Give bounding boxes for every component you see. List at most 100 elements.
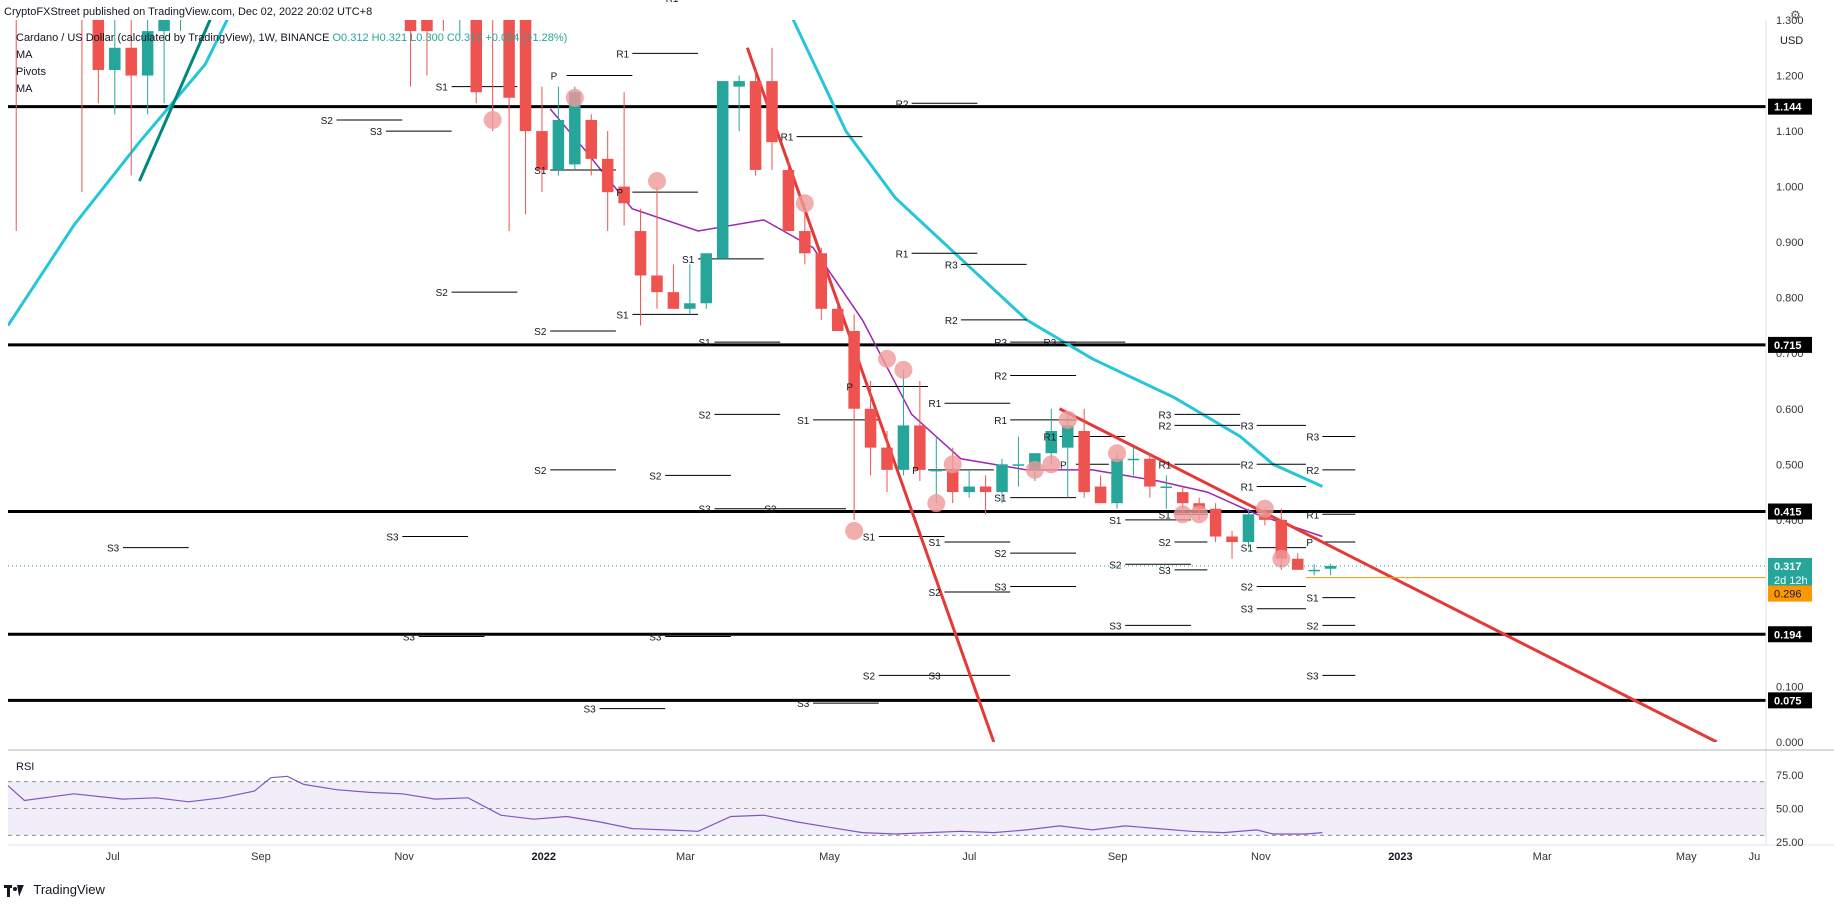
- time-tick-label: 2023: [1388, 851, 1412, 863]
- candle-body: [963, 486, 975, 493]
- candle-body: [601, 158, 614, 193]
- pivot-marker: [878, 349, 896, 368]
- rsi-tick-label: 25.00: [1776, 837, 1804, 849]
- pivot-label: S2: [994, 549, 1007, 560]
- candle-body: [815, 253, 828, 309]
- candle-body: [92, 20, 105, 70]
- candle-body: [1061, 425, 1074, 448]
- price-tick-label: 1.200: [1776, 71, 1804, 83]
- pivot-label: R3: [1306, 433, 1319, 444]
- candle-body: [404, 20, 417, 32]
- ma-slow-line: [8, 20, 1324, 488]
- time-tick-label: Sep: [251, 851, 271, 863]
- pivot-label: S1: [863, 533, 876, 544]
- indicator-pivots[interactable]: Pivots: [16, 66, 46, 78]
- pivot-label: R1: [781, 133, 794, 144]
- candle-body: [766, 81, 778, 143]
- price-axis-title: USD: [1780, 35, 1803, 47]
- candle-body: [651, 275, 663, 293]
- pivot-label: R1: [1241, 483, 1254, 494]
- pivot-marker: [1025, 460, 1044, 479]
- pivot-label: R2: [1306, 466, 1319, 477]
- pivot-label: S3: [994, 582, 1007, 593]
- pivot-label: S2: [929, 588, 942, 599]
- pivot-label: S2: [698, 410, 711, 421]
- alert-badge: [1768, 585, 1812, 602]
- key-level-badge: [1768, 336, 1812, 353]
- indicator-ma-2[interactable]: MA: [16, 83, 33, 95]
- candle-body: [487, 0, 499, 9]
- indicator-ma-1[interactable]: MA: [16, 49, 33, 61]
- candle-body: [125, 47, 137, 76]
- candle-body: [1078, 430, 1090, 493]
- pivot-marker: [1058, 410, 1077, 429]
- pivot-label: S3: [403, 632, 416, 643]
- key-level-badge: [1768, 692, 1812, 709]
- key-level-label: 0.075: [1774, 695, 1802, 707]
- pivot-label: R1: [929, 399, 942, 410]
- pivot-marker: [943, 455, 962, 474]
- candle-body: [1127, 458, 1140, 461]
- candle-body: [1111, 458, 1123, 504]
- pivot-label: S2: [1159, 538, 1172, 549]
- gear-icon[interactable]: ⚙: [1790, 8, 1801, 22]
- pivot-label: P: [551, 72, 558, 83]
- pivot-label: P: [846, 383, 853, 394]
- pivot-label: S1: [436, 83, 449, 94]
- candle-body: [141, 31, 154, 76]
- bar-countdown-label: 2d 12h: [1774, 575, 1808, 587]
- key-level-label: 0.715: [1774, 340, 1802, 352]
- rsi-band: [8, 781, 1766, 836]
- pivot-label: R3: [1159, 410, 1172, 421]
- pivot-marker: [894, 360, 913, 379]
- candle-body: [1176, 492, 1189, 504]
- pivot-label: R2: [994, 371, 1007, 382]
- pivot-label: P: [912, 466, 919, 477]
- candle-body: [1324, 565, 1337, 569]
- candle-body: [881, 447, 893, 470]
- candle-body: [552, 119, 565, 170]
- pivot-label: S3: [649, 632, 662, 643]
- candle-body: [585, 119, 598, 159]
- time-tick-label: Jul: [962, 851, 976, 863]
- tradingview-logo-icon: [4, 884, 24, 897]
- pivot-label: S2: [863, 671, 876, 682]
- candle-body: [979, 486, 992, 493]
- pivot-label: R2: [945, 316, 958, 327]
- time-tick-label: Mar: [1533, 851, 1552, 863]
- candle-body: [930, 469, 943, 472]
- candle-body: [831, 308, 844, 332]
- time-tick-label: 2022: [531, 851, 555, 863]
- key-level-badge: [1768, 98, 1812, 115]
- candle-body: [1012, 464, 1025, 466]
- candle-body: [897, 425, 910, 470]
- pivot-marker: [845, 521, 864, 540]
- key-level-label: 0.415: [1774, 507, 1802, 519]
- pivot-marker: [647, 172, 666, 191]
- pivot-label: S2: [534, 327, 547, 338]
- pivot-label: S2: [764, 505, 777, 516]
- pivot-label: S3: [698, 505, 711, 516]
- price-tick-label: 0.800: [1776, 293, 1804, 305]
- key-level-label: 1.144: [1774, 102, 1802, 114]
- price-tick-label: 1.300: [1776, 15, 1804, 27]
- rsi-line: [7, 775, 1323, 835]
- candle-body: [634, 231, 647, 276]
- candle-body: [1209, 508, 1222, 537]
- pivot-label: S1: [929, 538, 942, 549]
- rsi-tick-label: 75.00: [1776, 770, 1804, 782]
- candle-body: [1094, 486, 1107, 504]
- time-tick-label: May: [1676, 851, 1697, 863]
- pivot-label: S2: [649, 471, 662, 482]
- candle-body: [1144, 458, 1156, 487]
- pivot-marker: [565, 88, 584, 107]
- pivot-label: S1: [1109, 516, 1122, 527]
- candle-body: [1291, 558, 1304, 570]
- time-tick-label: Nov: [394, 851, 414, 863]
- time-tick-label: Ju: [1749, 851, 1761, 863]
- pivot-label: R1: [1159, 460, 1172, 471]
- candle-body: [782, 169, 795, 232]
- price-tick-label: 0.100: [1776, 681, 1804, 693]
- candle-body: [914, 425, 926, 470]
